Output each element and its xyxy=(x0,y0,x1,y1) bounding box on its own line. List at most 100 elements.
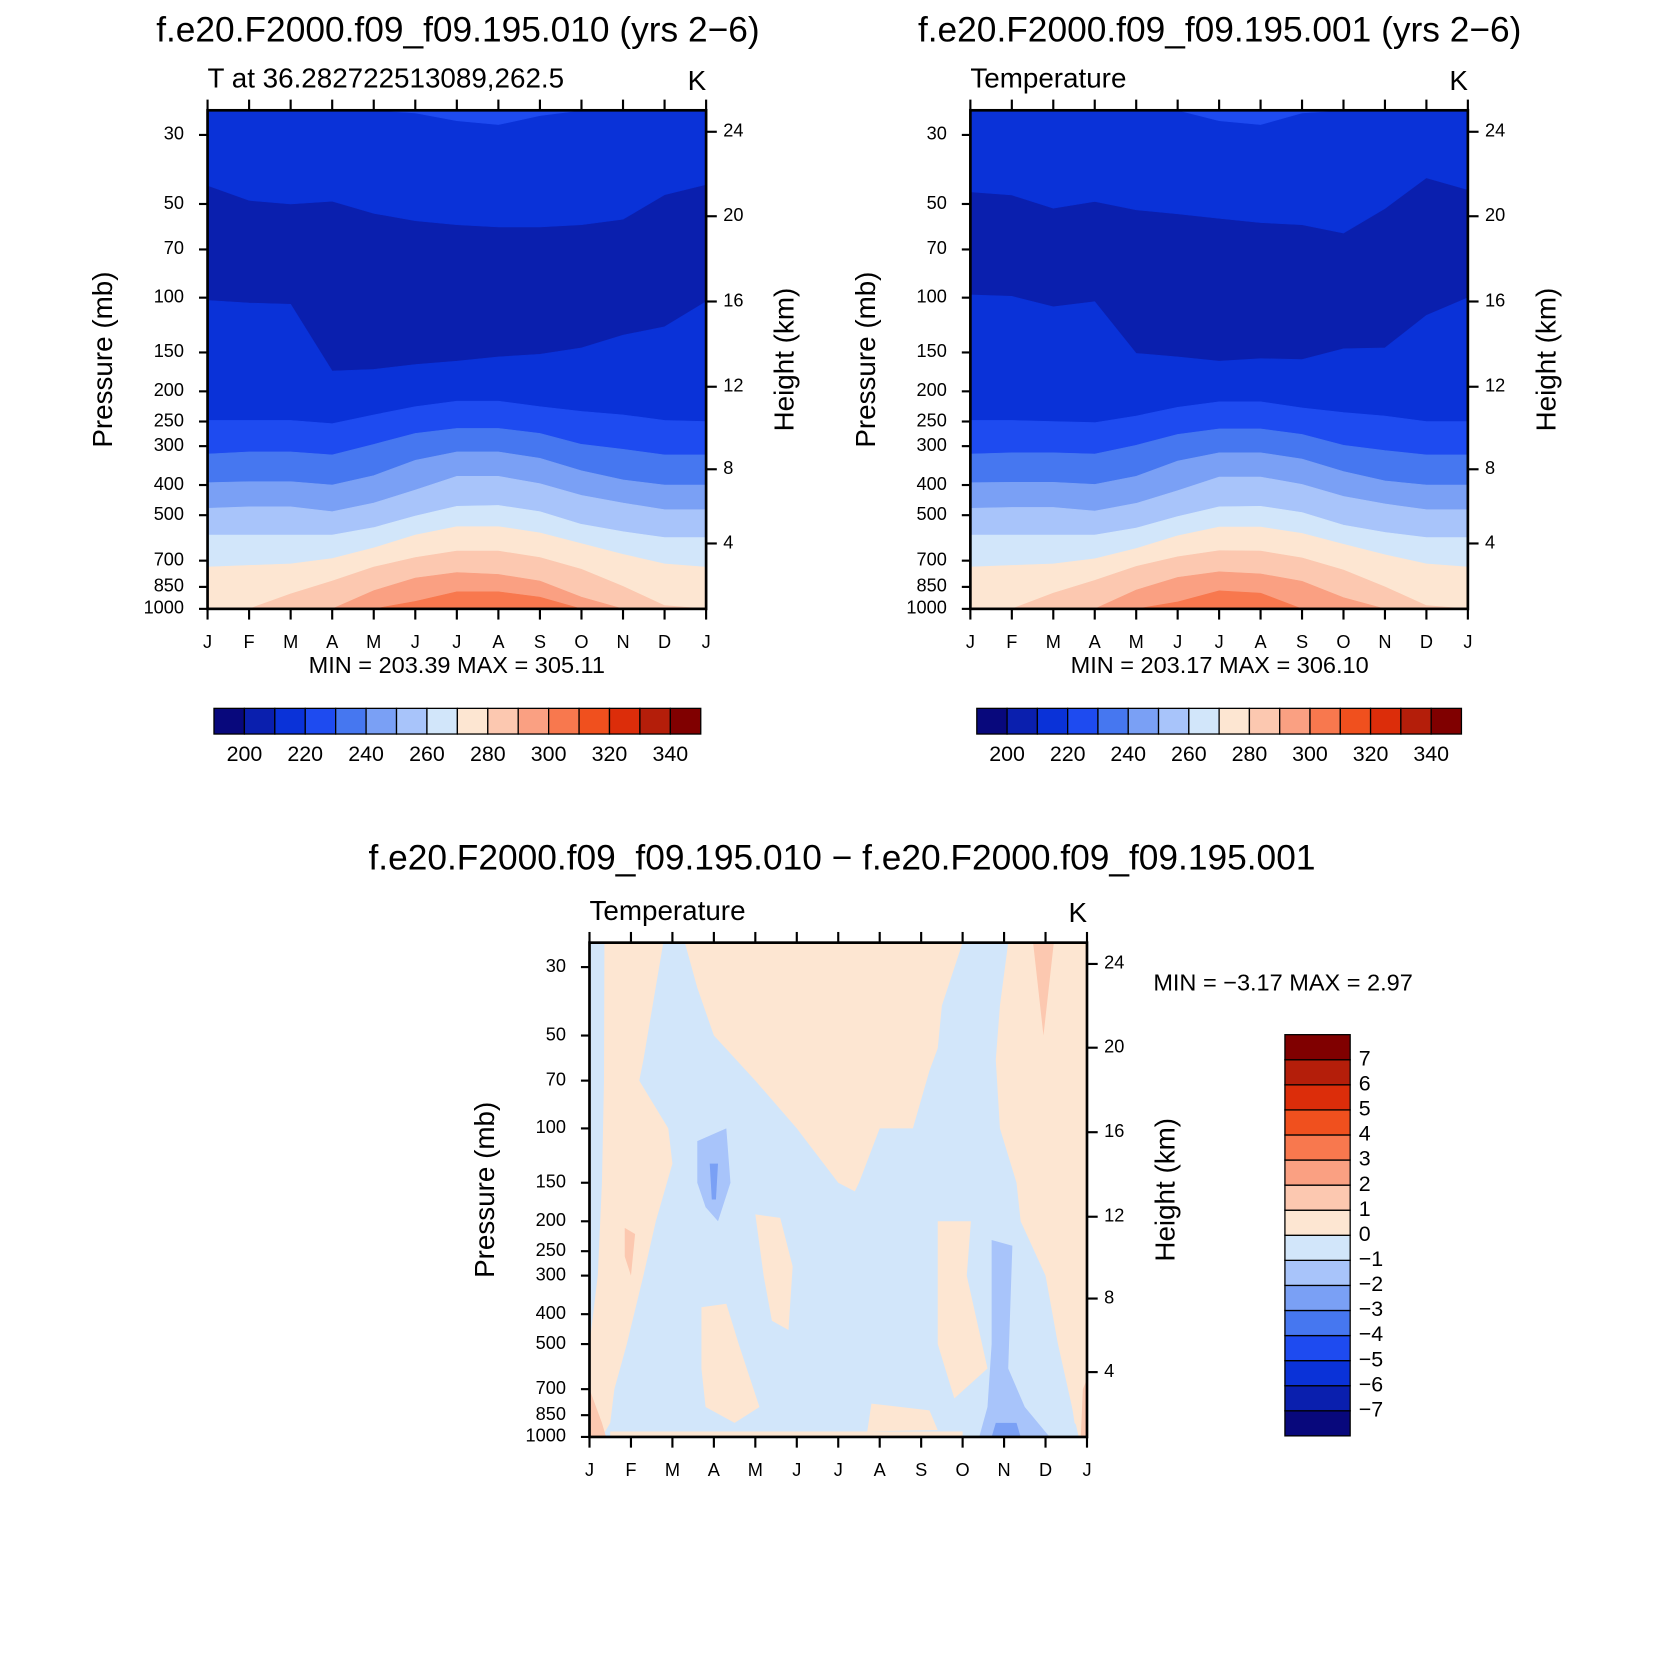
y-tick-label: 250 xyxy=(154,410,184,430)
contour-band xyxy=(207,110,707,228)
x-tick-label: O xyxy=(574,632,588,652)
y-tick-label: 1000 xyxy=(526,1426,566,1446)
left-string: T at 36.282722513089,262.5 xyxy=(208,63,565,94)
x-tick-label: S xyxy=(1296,632,1308,652)
colorbar-label: 3 xyxy=(1359,1147,1371,1171)
colorbar-label: 240 xyxy=(348,742,384,766)
colorbar-box xyxy=(1339,707,1372,735)
y-tick-label: 850 xyxy=(917,576,947,596)
colorbar-box xyxy=(304,707,337,735)
right-string: K xyxy=(688,65,707,96)
x-tick-label: A xyxy=(874,1460,887,1480)
contour-region xyxy=(589,1389,607,1437)
contour-band xyxy=(970,110,1468,234)
colorbar-box xyxy=(1309,707,1341,735)
colorbar-box xyxy=(1284,1109,1351,1136)
y-tick-label: 300 xyxy=(536,1264,566,1284)
colorbar-box xyxy=(578,707,611,735)
x-tick-label: F xyxy=(625,1460,636,1480)
colorbar-label: 320 xyxy=(1353,742,1389,766)
stats: MIN = 203.17 MAX = 306.10 xyxy=(1071,652,1369,678)
x-tick-label: O xyxy=(1336,632,1350,652)
x-tick-label: J xyxy=(1082,1460,1091,1480)
right-string: K xyxy=(1068,897,1087,928)
y2-tick-label: 12 xyxy=(723,376,743,396)
y-tick-label: 700 xyxy=(154,549,184,569)
x-tick-label: M xyxy=(283,632,298,652)
colorbar-box xyxy=(1430,707,1463,735)
y-tick-label: 1000 xyxy=(144,598,184,618)
x-tick-label: A xyxy=(326,632,339,652)
y2-tick-label: 20 xyxy=(723,205,743,225)
colorbar-box xyxy=(1006,707,1039,735)
x-tick-label: F xyxy=(1006,632,1017,652)
x-tick-label: J xyxy=(452,632,461,652)
colorbar-box xyxy=(1284,1084,1351,1111)
x-tick-label: J xyxy=(1173,632,1182,652)
colorbar-box xyxy=(456,707,489,735)
x-tick-label: D xyxy=(1420,632,1433,652)
y2-tick-label: 4 xyxy=(1485,532,1495,552)
colorbar-box xyxy=(1284,1209,1351,1236)
y-tick-label: 150 xyxy=(154,341,184,361)
colorbar-box xyxy=(1284,1259,1351,1287)
colorbar-label: 260 xyxy=(1171,742,1207,766)
colorbar-box xyxy=(976,707,1008,735)
x-tick-label: J xyxy=(834,1460,843,1480)
colorbar-box xyxy=(395,707,428,735)
colorbar-label: −1 xyxy=(1359,1247,1383,1271)
contour-region xyxy=(1080,1379,1087,1437)
x-tick-label: J xyxy=(411,632,420,652)
y-tick-label: 100 xyxy=(154,286,184,306)
x-tick-label: F xyxy=(244,632,255,652)
colorbar-label: 2 xyxy=(1359,1172,1371,1196)
colorbar-box xyxy=(1248,707,1281,735)
y-tick-label: 150 xyxy=(917,341,947,361)
x-tick-label: M xyxy=(665,1460,680,1480)
y-tick-label: 400 xyxy=(154,474,184,494)
colorbar-label: 260 xyxy=(409,742,445,766)
y-tick-label: 250 xyxy=(536,1240,566,1260)
x-tick-label: A xyxy=(1089,632,1102,652)
colorbar-box xyxy=(1284,1385,1351,1412)
colorbar-label: 6 xyxy=(1359,1071,1371,1095)
x-tick-label: J xyxy=(585,1460,594,1480)
y2-tick-label: 8 xyxy=(1485,458,1495,478)
colorbar-box xyxy=(1157,707,1190,735)
y-tick-label: 70 xyxy=(927,238,947,258)
contour-band xyxy=(207,591,707,609)
colorbar-label: −4 xyxy=(1359,1322,1383,1346)
colorbar-box xyxy=(1188,707,1220,735)
contour-region xyxy=(610,1431,963,1437)
colorbar-box xyxy=(1127,707,1160,735)
left-string: Temperature xyxy=(589,895,745,926)
contour-band xyxy=(970,590,1468,609)
y2-tick-label: 8 xyxy=(723,458,733,478)
y-tick-label: 200 xyxy=(917,380,947,400)
y-tick-label: 70 xyxy=(164,238,184,258)
x-tick-label: N xyxy=(616,632,629,652)
colorbar-label: 280 xyxy=(1232,742,1268,766)
y2-axis-label: Height (km) xyxy=(1530,288,1561,432)
y2-tick-label: 20 xyxy=(1485,205,1505,225)
y2-tick-label: 24 xyxy=(1485,121,1505,141)
colorbar-box xyxy=(213,707,246,735)
contour-region xyxy=(1066,1288,1087,1437)
contour-band xyxy=(207,110,707,125)
stats: MIN = 203.39 MAX = 305.11 xyxy=(309,652,605,678)
y2-tick-label: 12 xyxy=(1485,376,1505,396)
y2-tick-label: 4 xyxy=(1104,1361,1114,1381)
y-tick-label: 30 xyxy=(927,124,947,144)
y-axis-label: Pressure (mb) xyxy=(87,272,118,448)
y-tick-label: 500 xyxy=(154,504,184,524)
x-tick-label: J xyxy=(966,632,975,652)
y-tick-label: 500 xyxy=(536,1333,566,1353)
colorbar-box xyxy=(548,707,580,735)
colorbar-box xyxy=(517,707,550,735)
colorbar-box xyxy=(1284,1184,1351,1211)
x-tick-label: M xyxy=(366,632,381,652)
colorbar-box xyxy=(274,707,306,735)
x-tick-label: S xyxy=(915,1460,927,1480)
contour-band xyxy=(970,571,1468,609)
contour-band xyxy=(970,110,1468,125)
